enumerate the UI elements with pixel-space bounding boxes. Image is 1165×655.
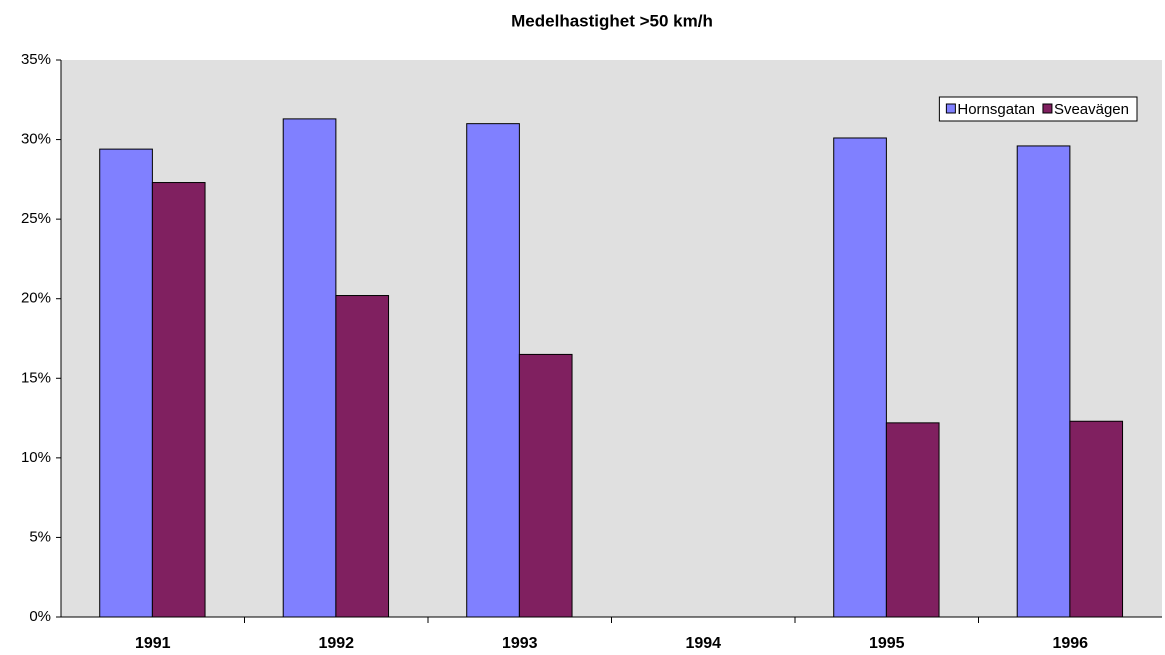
bar xyxy=(282,118,337,618)
bar xyxy=(1069,420,1124,618)
x-tick-label: 1995 xyxy=(869,635,905,652)
chart-title: Medelhastighet >50 km/h xyxy=(511,11,713,30)
x-tick-label: 1996 xyxy=(1052,635,1088,652)
legend-label: Sveavägen xyxy=(1054,101,1129,118)
legend: Hornsgatan Sveavägen xyxy=(938,96,1138,122)
bar xyxy=(466,123,520,618)
y-tick-label: 10% xyxy=(21,449,51,466)
bar xyxy=(833,137,887,618)
y-tick-label: 25% xyxy=(21,210,51,227)
bar xyxy=(335,295,390,618)
bar xyxy=(151,182,206,618)
y-tick-label: 0% xyxy=(29,608,51,625)
x-tick-label: 1994 xyxy=(685,635,721,652)
bar xyxy=(885,422,940,618)
x-tick-label: 1991 xyxy=(135,635,171,652)
bar xyxy=(1016,145,1071,618)
bar xyxy=(99,148,153,618)
y-tick-label: 30% xyxy=(21,131,51,148)
legend-swatch xyxy=(1042,103,1053,114)
y-tick-label: 15% xyxy=(21,369,51,386)
legend-label: Hornsgatan xyxy=(957,101,1035,118)
bar xyxy=(518,353,573,618)
y-tick-label: 5% xyxy=(29,528,51,545)
legend-box xyxy=(938,96,1138,122)
y-tick-label: 35% xyxy=(21,51,51,68)
y-tick-label: 20% xyxy=(21,290,51,307)
x-tick-label: 1993 xyxy=(502,635,538,652)
legend-swatch xyxy=(945,103,956,114)
x-tick-label: 1992 xyxy=(318,635,354,652)
plot-area xyxy=(61,60,1162,617)
